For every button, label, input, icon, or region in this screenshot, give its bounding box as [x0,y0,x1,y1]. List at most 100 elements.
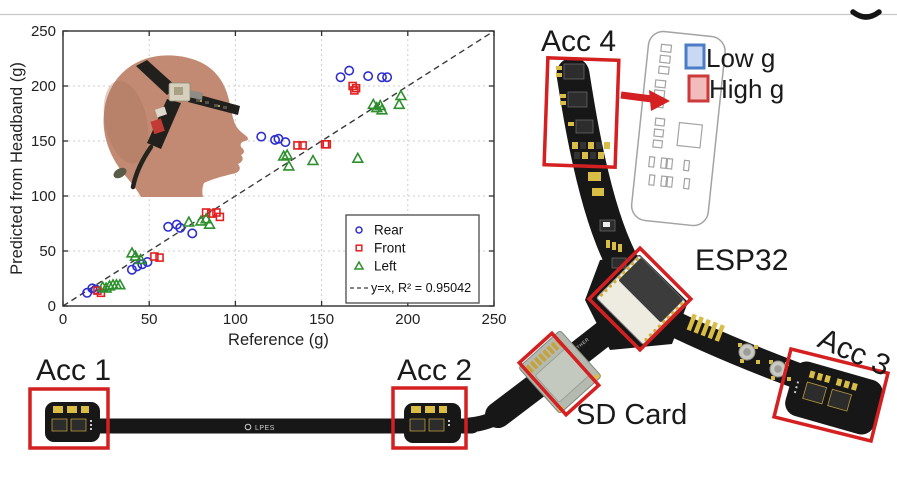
y-tick-label: 150 [31,133,56,150]
scatter-point-rear [187,228,198,239]
y-tick-label: 100 [31,188,56,205]
high-g-swatch [687,74,710,103]
scatter-point-left [282,159,296,171]
high-g-label: High g [709,74,784,104]
headband-module-chip [174,87,183,95]
scatter-point-left [113,278,127,290]
scatter-point-rear [137,259,148,270]
x-tick-label: 250 [481,311,506,328]
scatter-point-left [306,153,320,166]
scatter-point-rear [256,131,267,142]
x-tick-label: 100 [223,311,248,328]
scatter-point-front [150,252,159,261]
side-strap [147,99,181,149]
y-tick-label: 0 [48,298,56,315]
scatter-point-left [103,279,116,291]
lpes-silkscreen: LPES [255,425,275,432]
y-tick-label: 200 [31,78,56,95]
esp32-label: ESP32 [695,244,788,277]
scatter-point-front [206,209,216,218]
plot-border [62,30,495,307]
scatter-point-front [293,141,302,150]
scatter-point-left [277,149,290,161]
scatter-point-rear [376,72,387,83]
acc4-label: Acc 4 [541,25,616,58]
pcb-outline-diagram [630,30,726,227]
low-g-swatch [684,43,706,70]
legend-marker [355,226,363,234]
annotation-boxes [28,56,891,450]
scatter-plot-marks: Rear Front Left y=x, R² = 0.95042 [82,65,480,304]
right-arm-pads [686,313,725,342]
pointer-arrow [620,90,670,111]
scatter-point-rear [344,65,355,76]
scatter-point-left [394,89,408,101]
acc1-components [51,406,92,432]
scatter-point-left [199,212,213,224]
low-g-label: Low g [706,43,775,73]
acc1-label: Acc 1 [36,354,111,387]
scatter-point-rear [175,222,186,233]
x-tick-label: 150 [309,311,334,328]
top-strap [136,60,177,95]
esp32-annotation-box [586,245,694,353]
scatter-point-left [280,148,294,160]
legend-label: Rear [374,223,404,238]
scatter-plot-axes: 0 50 100 150 200 250 0 50 100 150 200 250 Reference … [8,23,507,349]
scatter-point-front [298,141,307,150]
scatter-point-left [182,215,196,227]
scatter-point-rear [163,221,174,232]
scatter-point-front [201,208,211,217]
scatter-point-rear [382,72,393,83]
scatter-point-front [155,253,164,262]
acc3-annotation-box [771,346,891,444]
scatter-point-left [375,103,389,115]
scatter-point-rear [335,72,346,83]
scatter-point-left [370,101,384,113]
strap-clip [113,167,127,179]
button-1 [738,343,760,364]
x-axis-label: Reference (g) [228,331,329,349]
legend-label: Left [374,259,397,274]
scatter-point-front [350,86,359,95]
head-shading [103,80,149,164]
scatter-point-left [134,252,147,265]
legend-line-label: y=x, R² = 0.95042 [371,281,471,295]
legend-marker [355,244,363,252]
x-tick-label: 50 [141,311,158,328]
acc2-label: Acc 2 [397,354,472,387]
sdcard-annotation-box [516,330,602,418]
acc1-annotation-box [28,387,110,450]
button-2 [769,360,791,381]
acc2-components [409,406,450,432]
legend-box [345,214,480,304]
x-tick-label: 200 [395,311,420,328]
strap-tab [188,90,203,100]
y-tick-label: 250 [31,23,56,40]
scatter-point-front [351,83,361,93]
scatter-point-left [351,151,365,163]
scatter-point-left [129,249,142,261]
sdcard-label: SD Card [576,399,687,431]
cropped-text-fragment [850,9,882,20]
y-axis-label: Predicted from Headband (g) [8,62,26,275]
head-inset-photo [103,55,248,197]
scatter-point-front [215,212,225,222]
scatter-point-front [322,140,332,149]
y-tick-label: 50 [39,243,56,260]
scatter-point-rear [280,137,291,148]
scatter-point-left [203,217,216,229]
rear-strap [130,144,154,190]
scatter-point-left [392,97,406,110]
legend-marker [353,260,365,270]
scatter-point-rear [126,264,137,275]
acc2-annotation-box [391,386,468,450]
legend-label: Front [374,241,406,256]
strap-white-label [155,106,167,118]
acc4-annotation-box [542,56,621,170]
lpes-logo [244,423,252,431]
flex-tab-acc3 [785,361,883,435]
scatter-point-left [194,214,208,226]
